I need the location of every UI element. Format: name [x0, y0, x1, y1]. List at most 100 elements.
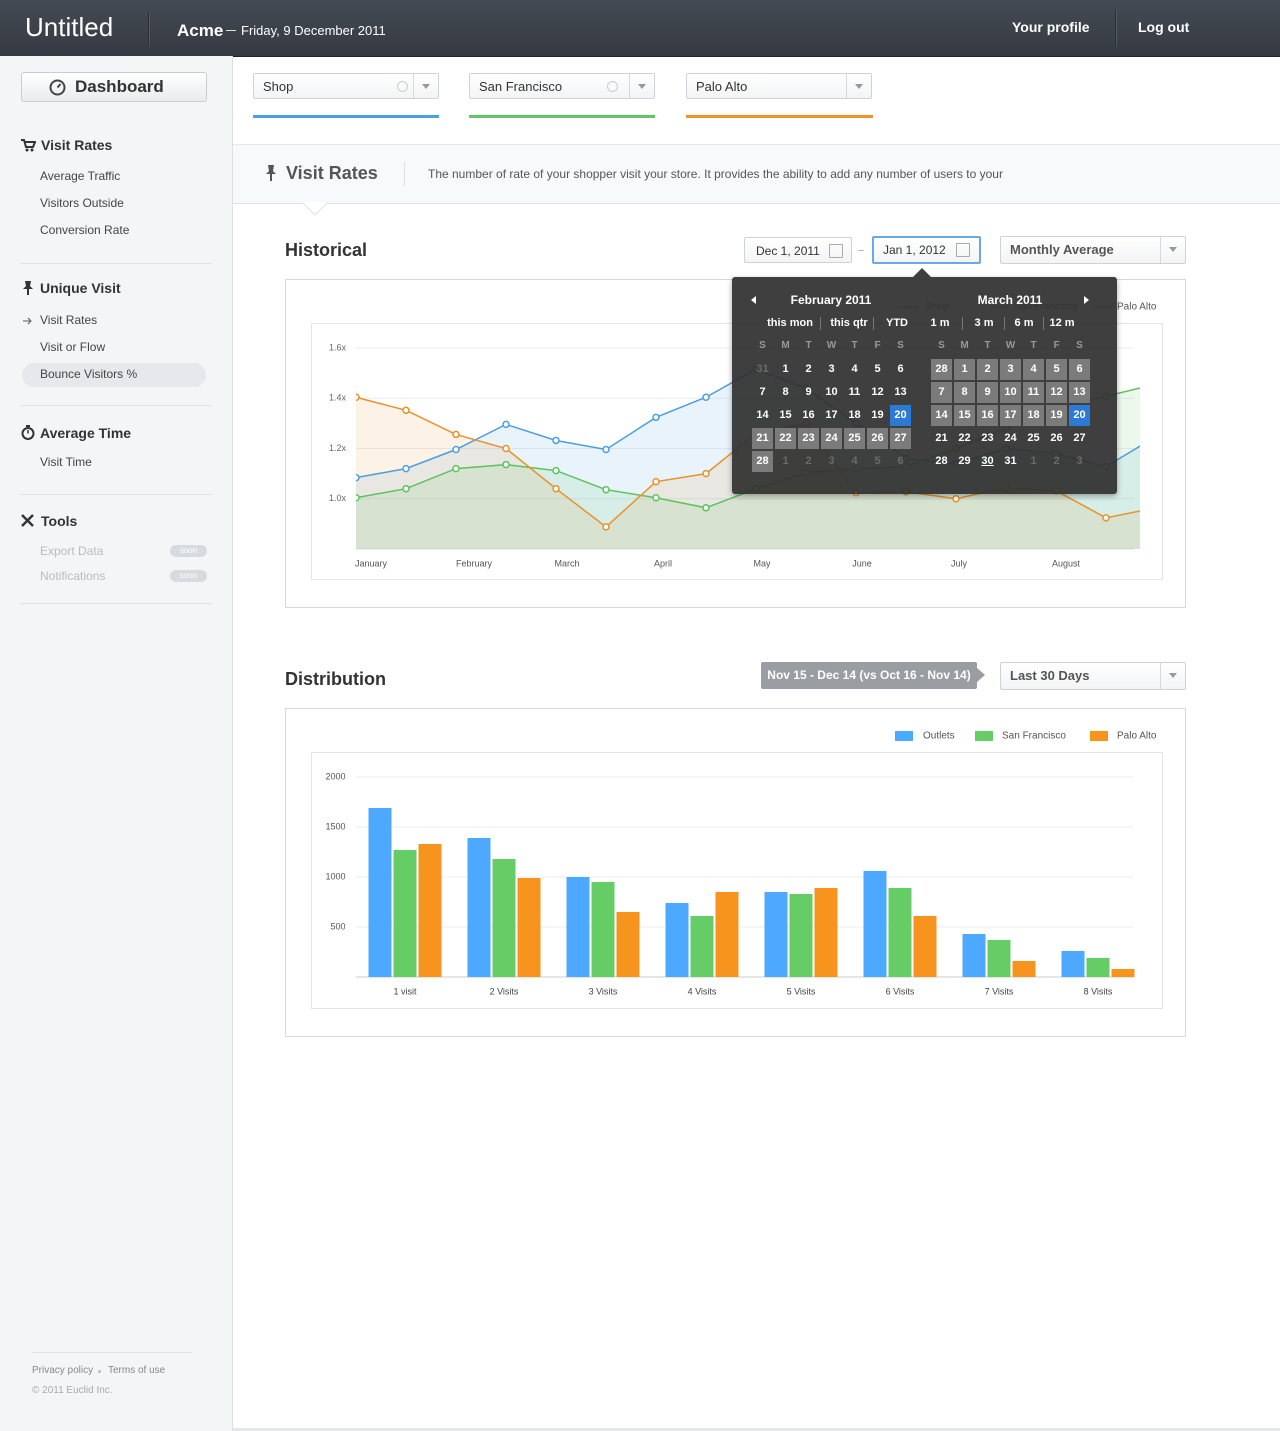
dropdown[interactable] [413, 74, 438, 98]
day[interactable]: 6 [1069, 359, 1090, 380]
day[interactable]: 23 [981, 432, 994, 444]
nav-item[interactable]: Visit Rates [40, 313, 98, 327]
filter-select[interactable]: Shop [253, 73, 439, 99]
day[interactable]: 3 [828, 455, 835, 467]
day[interactable]: 31 [1004, 455, 1017, 467]
day[interactable]: 8 [782, 386, 789, 398]
day[interactable]: 27 [1073, 432, 1086, 444]
date-input[interactable]: Jan 1, 2012 [872, 236, 981, 264]
day[interactable]: 4 [1023, 359, 1044, 380]
day[interactable]: 10 [1000, 382, 1021, 403]
filter-select[interactable]: Palo Alto [686, 73, 872, 99]
day[interactable]: 1 [782, 363, 789, 375]
day[interactable]: 9 [977, 382, 998, 403]
day[interactable]: 2 [805, 363, 812, 375]
day[interactable]: 23 [798, 428, 819, 449]
day[interactable]: 16 [802, 409, 815, 421]
day[interactable]: 17 [825, 409, 838, 421]
nav-item[interactable]: Visit Time [40, 455, 92, 469]
day[interactable]: 1 [782, 455, 789, 467]
day[interactable]: 5 [1046, 359, 1067, 380]
date-input[interactable]: Dec 1, 2011 [744, 237, 852, 263]
quick-range[interactable]: 3 m [974, 317, 994, 329]
day[interactable]: 11 [848, 386, 861, 398]
day[interactable]: 15 [954, 405, 975, 426]
day[interactable]: 16 [977, 405, 998, 426]
day[interactable]: 25 [1027, 432, 1040, 444]
mode-select[interactable]: Monthly Average [1000, 236, 1186, 264]
day[interactable]: 14 [931, 405, 952, 426]
footer-link[interactable]: Terms of use [108, 1365, 166, 1376]
day[interactable]: 3 [1000, 359, 1021, 380]
quick-range[interactable]: YTD [886, 317, 908, 329]
day[interactable]: 1 [1030, 455, 1037, 467]
quick-range[interactable]: 6 m [1014, 317, 1034, 329]
logout-link[interactable]: Log out [1138, 19, 1190, 35]
prev-month[interactable] [751, 296, 756, 304]
day[interactable]: 20 [890, 405, 911, 426]
day[interactable]: 30 [981, 455, 994, 467]
day[interactable]: 22 [958, 432, 971, 444]
profile-link[interactable]: Your profile [1012, 19, 1090, 35]
quick-range[interactable]: this mon [767, 317, 813, 329]
day[interactable]: 25 [844, 428, 865, 449]
day[interactable]: 5 [874, 363, 881, 375]
nav-item[interactable]: Visit or Flow [40, 340, 106, 354]
day[interactable]: 15 [779, 409, 792, 421]
day[interactable]: 19 [1046, 405, 1067, 426]
day[interactable]: 7 [931, 382, 952, 403]
dropdown[interactable] [1160, 237, 1185, 263]
nav-item[interactable]: Visitors Outside [40, 196, 124, 210]
day[interactable]: 18 [1023, 405, 1044, 426]
dropdown[interactable] [629, 74, 654, 98]
day[interactable]: 29 [958, 455, 971, 467]
day[interactable]: 6 [897, 455, 904, 467]
day[interactable]: 28 [935, 455, 948, 467]
day[interactable]: 2 [805, 455, 812, 467]
day[interactable]: 27 [890, 428, 911, 449]
day[interactable]: 9 [805, 386, 812, 398]
day[interactable]: 7 [759, 386, 766, 398]
day[interactable]: 12 [1046, 382, 1067, 403]
next-month[interactable] [1084, 296, 1089, 304]
day[interactable]: 26 [867, 428, 888, 449]
nav-item[interactable]: Bounce Visitors % [40, 367, 138, 381]
day[interactable]: 13 [894, 386, 907, 398]
quick-range[interactable]: this qtr [830, 317, 868, 329]
mode-select[interactable]: Last 30 Days [1000, 662, 1186, 690]
day[interactable]: 26 [1050, 432, 1063, 444]
day[interactable]: 28 [752, 451, 773, 472]
quick-range[interactable]: 1 m [930, 317, 950, 329]
day[interactable]: 31 [756, 363, 769, 375]
day[interactable]: 17 [1000, 405, 1021, 426]
dropdown[interactable] [846, 74, 871, 98]
day[interactable]: 2 [1053, 455, 1060, 467]
day[interactable]: 11 [1023, 382, 1044, 403]
quick-range[interactable]: 12 m [1049, 317, 1075, 329]
day[interactable]: 28 [931, 359, 952, 380]
day[interactable]: 8 [954, 382, 975, 403]
clear[interactable] [607, 81, 618, 92]
day[interactable]: 2 [977, 359, 998, 380]
dropdown[interactable] [1160, 663, 1185, 689]
nav-item[interactable]: Conversion Rate [40, 223, 130, 237]
day[interactable]: 5 [874, 455, 881, 467]
day[interactable]: 12 [871, 386, 884, 398]
day[interactable]: 3 [828, 363, 835, 375]
day[interactable]: 14 [756, 409, 769, 421]
day[interactable]: 19 [871, 409, 884, 421]
day[interactable]: 21 [935, 432, 948, 444]
brand[interactable]: Untitled [25, 12, 114, 42]
day[interactable]: 4 [851, 455, 858, 467]
day[interactable]: 24 [1004, 432, 1017, 444]
day[interactable]: 3 [1076, 455, 1083, 467]
active-item[interactable] [22, 363, 206, 387]
day[interactable]: 10 [825, 386, 838, 398]
footer-link[interactable]: Privacy policy [32, 1365, 94, 1376]
day[interactable]: 22 [775, 428, 796, 449]
day[interactable]: 24 [821, 428, 842, 449]
day[interactable]: 18 [848, 409, 861, 421]
filter-select[interactable]: San Francisco [469, 73, 655, 99]
day[interactable]: 4 [851, 363, 858, 375]
day[interactable]: 13 [1069, 382, 1090, 403]
